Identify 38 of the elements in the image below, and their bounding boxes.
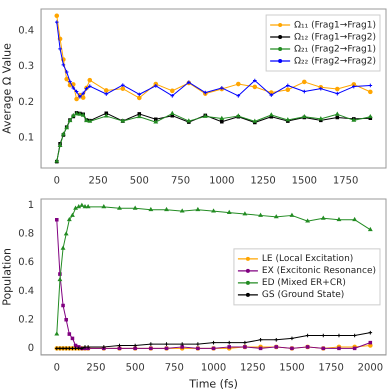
x-tick-label: 1000 (200, 362, 226, 374)
x-tick-label: 250 (88, 176, 108, 187)
legend-label: EX (Excitonic Resonance) (262, 266, 376, 276)
legend-label: Ω₁₂ (Frag1→Frag2) (294, 32, 376, 42)
legend-label: GS (Ground State) (262, 290, 344, 300)
y-tick-label: 0.2 (18, 96, 34, 108)
legend-label: Ω₂₂ (Frag2→Frag2) (294, 56, 376, 66)
legend-label: Ω₂₁ (Frag2→Frag1) (294, 44, 376, 54)
y-tick-label: 0 (28, 342, 34, 354)
x-tick-label: 0 (54, 176, 60, 187)
x-tick-label: 750 (164, 362, 184, 374)
x-tick-label: 0 (54, 362, 60, 374)
legend-label: ED (Mixed ER+CR) (262, 278, 346, 288)
x-tick-label: 500 (126, 362, 145, 374)
x-tick-label: 1000 (209, 176, 235, 187)
y-tick-label: 0.3 (18, 61, 34, 72)
x-tick-label: 1750 (318, 362, 344, 374)
y-tick-label: 0.1 (18, 132, 34, 144)
y-tick-label: 0.8 (18, 228, 34, 240)
x-tick-label: 1250 (250, 176, 276, 187)
legend-label: LE (Local Excitation) (262, 254, 354, 264)
y-tick-label: 0.4 (18, 286, 34, 297)
x-tick-label: 2000 (358, 362, 384, 374)
y-tick-label: 0.4 (18, 26, 34, 37)
x-tick-label: 250 (86, 362, 106, 374)
x-tick-label: 750 (171, 176, 190, 187)
y-tick-label: 0.6 (18, 257, 34, 268)
y-tick-label: 1 (28, 200, 34, 212)
x-tick-label: 1250 (240, 362, 266, 374)
legend-label: Ω₁₁ (Frag1→Frag1) (294, 20, 376, 30)
y-axis-title: Population (0, 248, 14, 306)
x-tick-label: 500 (130, 176, 149, 187)
x-axis-title: Time (fs) (188, 377, 238, 390)
y-tick-label: 0.2 (18, 314, 34, 326)
x-tick-label: 1500 (279, 362, 305, 374)
x-tick-label: 1500 (292, 176, 318, 187)
y-axis-title: Average Ω Value (0, 42, 14, 134)
x-tick-label: 1750 (332, 176, 358, 187)
